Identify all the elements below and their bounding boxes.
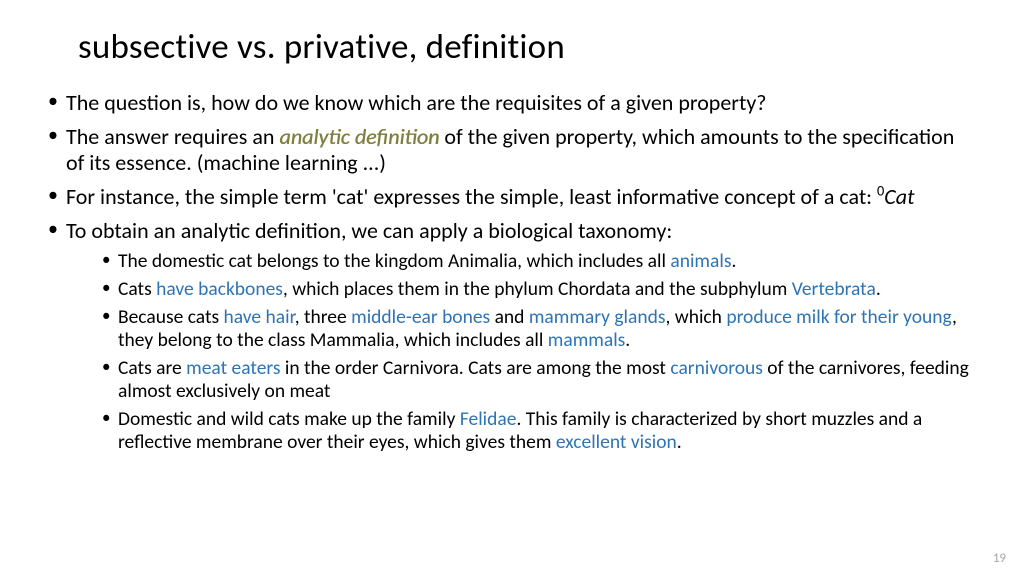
link-animals: animals xyxy=(670,249,731,273)
link-mammals: mammals xyxy=(548,328,626,352)
sub3-c: and xyxy=(490,305,529,329)
sub-bullet-5: Domestic and wild cats make up the famil… xyxy=(102,408,976,454)
link-middle-ear-bones: middle-ear bones xyxy=(351,305,490,329)
sub5-c: . xyxy=(677,430,682,454)
sub-bullet-4: Cats are meat eaters in the order Carniv… xyxy=(102,357,976,403)
sub1-a: The domestic cat belongs to the kingdom … xyxy=(118,249,670,273)
sub-bullet-3: Because cats have hair, three middle-ear… xyxy=(102,306,976,352)
bullet-2: The answer requires an analytic definiti… xyxy=(48,124,976,176)
sub4-a: Cats are xyxy=(118,356,186,380)
sub4-b: in the order Carnivora. Cats are among t… xyxy=(280,356,670,380)
link-carnivorous: carnivorous xyxy=(670,356,763,380)
italic-cat: Cat xyxy=(884,183,914,210)
link-felidae: Felidae xyxy=(460,407,517,431)
sub2-c: . xyxy=(876,277,881,301)
sub5-a: Domestic and wild cats make up the famil… xyxy=(118,407,460,431)
sub1-b: . xyxy=(731,249,736,273)
sub-bullet-1: The domestic cat belongs to the kingdom … xyxy=(102,250,976,273)
bullet-3-text-a: For instance, the simple term 'cat' expr… xyxy=(66,183,877,210)
link-have-hair: have hair xyxy=(224,305,295,329)
slide: subsective vs. privative, definition The… xyxy=(0,0,1024,576)
bullet-3: For instance, the simple term 'cat' expr… xyxy=(48,184,976,210)
link-produce-milk: produce milk for their young xyxy=(726,305,952,329)
sub-bullet-list: The domestic cat belongs to the kingdom … xyxy=(66,250,976,454)
bullet-1: The question is, how do we know which ar… xyxy=(48,90,976,116)
slide-title: subsective vs. privative, definition xyxy=(78,26,976,68)
sub2-b: , which places them in the phylum Chorda… xyxy=(283,277,792,301)
sub3-d: , which xyxy=(665,305,726,329)
keyword-analytic-definition: analytic definition xyxy=(279,123,439,150)
bullet-4: To obtain an analytic definition, we can… xyxy=(48,218,976,454)
link-meat-eaters: meat eaters xyxy=(186,356,280,380)
sub3-f: . xyxy=(625,328,630,352)
link-excellent-vision: excellent vision xyxy=(556,430,677,454)
page-number: 19 xyxy=(993,551,1006,566)
bullet-4-text: To obtain an analytic definition, we can… xyxy=(66,217,672,244)
link-vertebrata: Vertebrata xyxy=(792,277,876,301)
sub3-b: , three xyxy=(295,305,351,329)
link-have-backbones: have backbones xyxy=(156,277,283,301)
bullet-list: The question is, how do we know which ar… xyxy=(48,90,976,454)
bullet-2-text-a: The answer requires an xyxy=(66,123,279,150)
sub-bullet-2: Cats have backbones, which places them i… xyxy=(102,278,976,301)
sub2-a: Cats xyxy=(118,277,156,301)
link-mammary-glands: mammary glands xyxy=(529,305,666,329)
sub3-a: Because cats xyxy=(118,305,224,329)
